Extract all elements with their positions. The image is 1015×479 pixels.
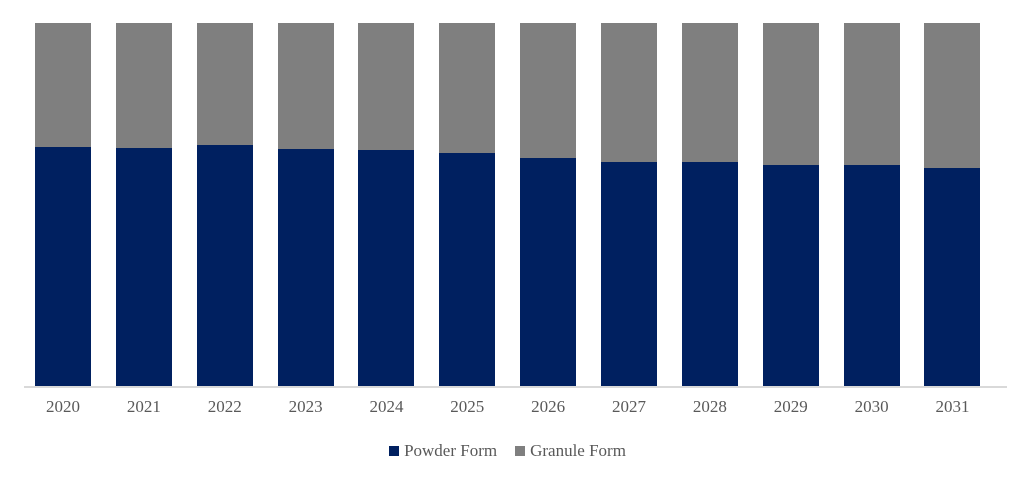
bar-2021 xyxy=(115,23,172,386)
bar-segment-granule-form-2031 xyxy=(924,23,981,169)
x-axis-label-2021: 2021 xyxy=(126,397,161,416)
x-axis-label-2031: 2031 xyxy=(935,397,970,416)
bar-segment-granule-form-2025 xyxy=(439,23,496,154)
bar-segment-powder-form-2025 xyxy=(439,153,496,386)
x-axis-labels: 2020 2021 2022 2023 2024 2025 2026 2027 2028 2029… xyxy=(0,396,1015,420)
bar-2026 xyxy=(520,23,577,386)
bar-2023 xyxy=(277,23,334,386)
bar-segment-granule-form-2020 xyxy=(35,23,91,148)
legend-item-powder-form: Powder Form xyxy=(389,441,497,461)
bar-2022 xyxy=(196,23,253,386)
x-axis-label-2025: 2025 xyxy=(450,397,485,416)
bar-segment-powder-form-2031 xyxy=(924,168,981,386)
bar-segment-powder-form-2026 xyxy=(520,157,577,386)
x-axis-label-2028: 2028 xyxy=(692,397,727,416)
bar-segment-powder-form-2030 xyxy=(843,164,900,386)
bar-segment-granule-form-2027 xyxy=(601,23,658,163)
legend-item-granule-form: Granule Form xyxy=(515,441,626,461)
bar-segment-granule-form-2028 xyxy=(681,23,738,163)
bar-segment-powder-form-2021 xyxy=(115,147,172,386)
bar-segment-powder-form-2023 xyxy=(277,148,334,386)
x-axis-label-2022: 2022 xyxy=(207,397,242,416)
x-axis-label-2029: 2029 xyxy=(773,397,808,416)
bar-2028 xyxy=(681,23,738,386)
bar-segment-powder-form-2024 xyxy=(358,150,415,386)
bar-segment-powder-form-2020 xyxy=(35,147,91,386)
bar-2029 xyxy=(762,23,819,386)
bar-segment-granule-form-2026 xyxy=(520,23,577,158)
x-axis-label-2026: 2026 xyxy=(531,397,566,416)
bar-segment-powder-form-2022 xyxy=(196,145,253,386)
legend: Powder Form Granule Form xyxy=(0,441,1015,461)
bar-2027 xyxy=(601,23,658,386)
bar-segment-granule-form-2029 xyxy=(762,23,819,165)
bar-segment-granule-form-2021 xyxy=(115,23,172,148)
bar-segment-granule-form-2023 xyxy=(277,23,334,149)
legend-swatch-powder-form xyxy=(389,446,400,456)
plot-area xyxy=(0,23,1015,386)
legend-swatch-granule-form xyxy=(515,446,526,456)
bar-segment-powder-form-2027 xyxy=(601,162,658,386)
bar-2030 xyxy=(843,23,900,386)
legend-label-powder-form: Powder Form xyxy=(404,441,498,460)
x-axis-label-2027: 2027 xyxy=(612,397,647,416)
x-axis-label-2020: 2020 xyxy=(46,397,80,416)
bar-2031 xyxy=(924,23,981,386)
x-axis-label-2024: 2024 xyxy=(369,397,404,416)
x-axis-label-2023: 2023 xyxy=(288,397,323,416)
bar-segment-granule-form-2024 xyxy=(358,23,415,151)
x-axis-line xyxy=(24,386,1007,388)
bar-segment-powder-form-2028 xyxy=(681,162,738,386)
bar-segment-granule-form-2022 xyxy=(196,23,253,146)
bar-segment-granule-form-2030 xyxy=(843,23,900,165)
x-axis-label-2030: 2030 xyxy=(854,397,889,416)
bar-2024 xyxy=(358,23,415,386)
bar-2025 xyxy=(439,23,496,386)
legend-label-granule-form: Granule Form xyxy=(530,441,626,460)
bar-2020 xyxy=(35,23,91,386)
bar-segment-powder-form-2029 xyxy=(762,164,819,386)
